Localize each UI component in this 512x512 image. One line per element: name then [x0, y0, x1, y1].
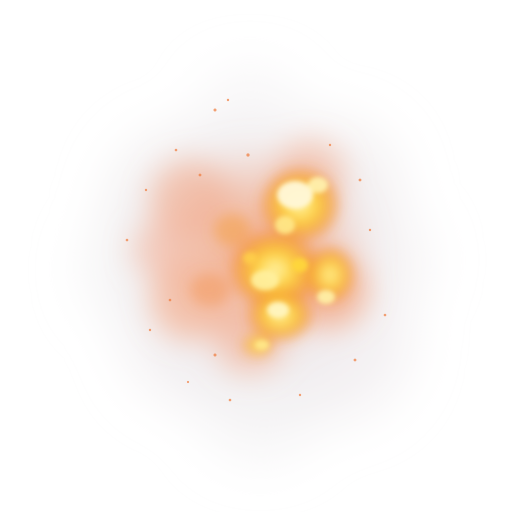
explosion-illustration — [0, 0, 512, 512]
explosion-canvas — [0, 0, 512, 512]
